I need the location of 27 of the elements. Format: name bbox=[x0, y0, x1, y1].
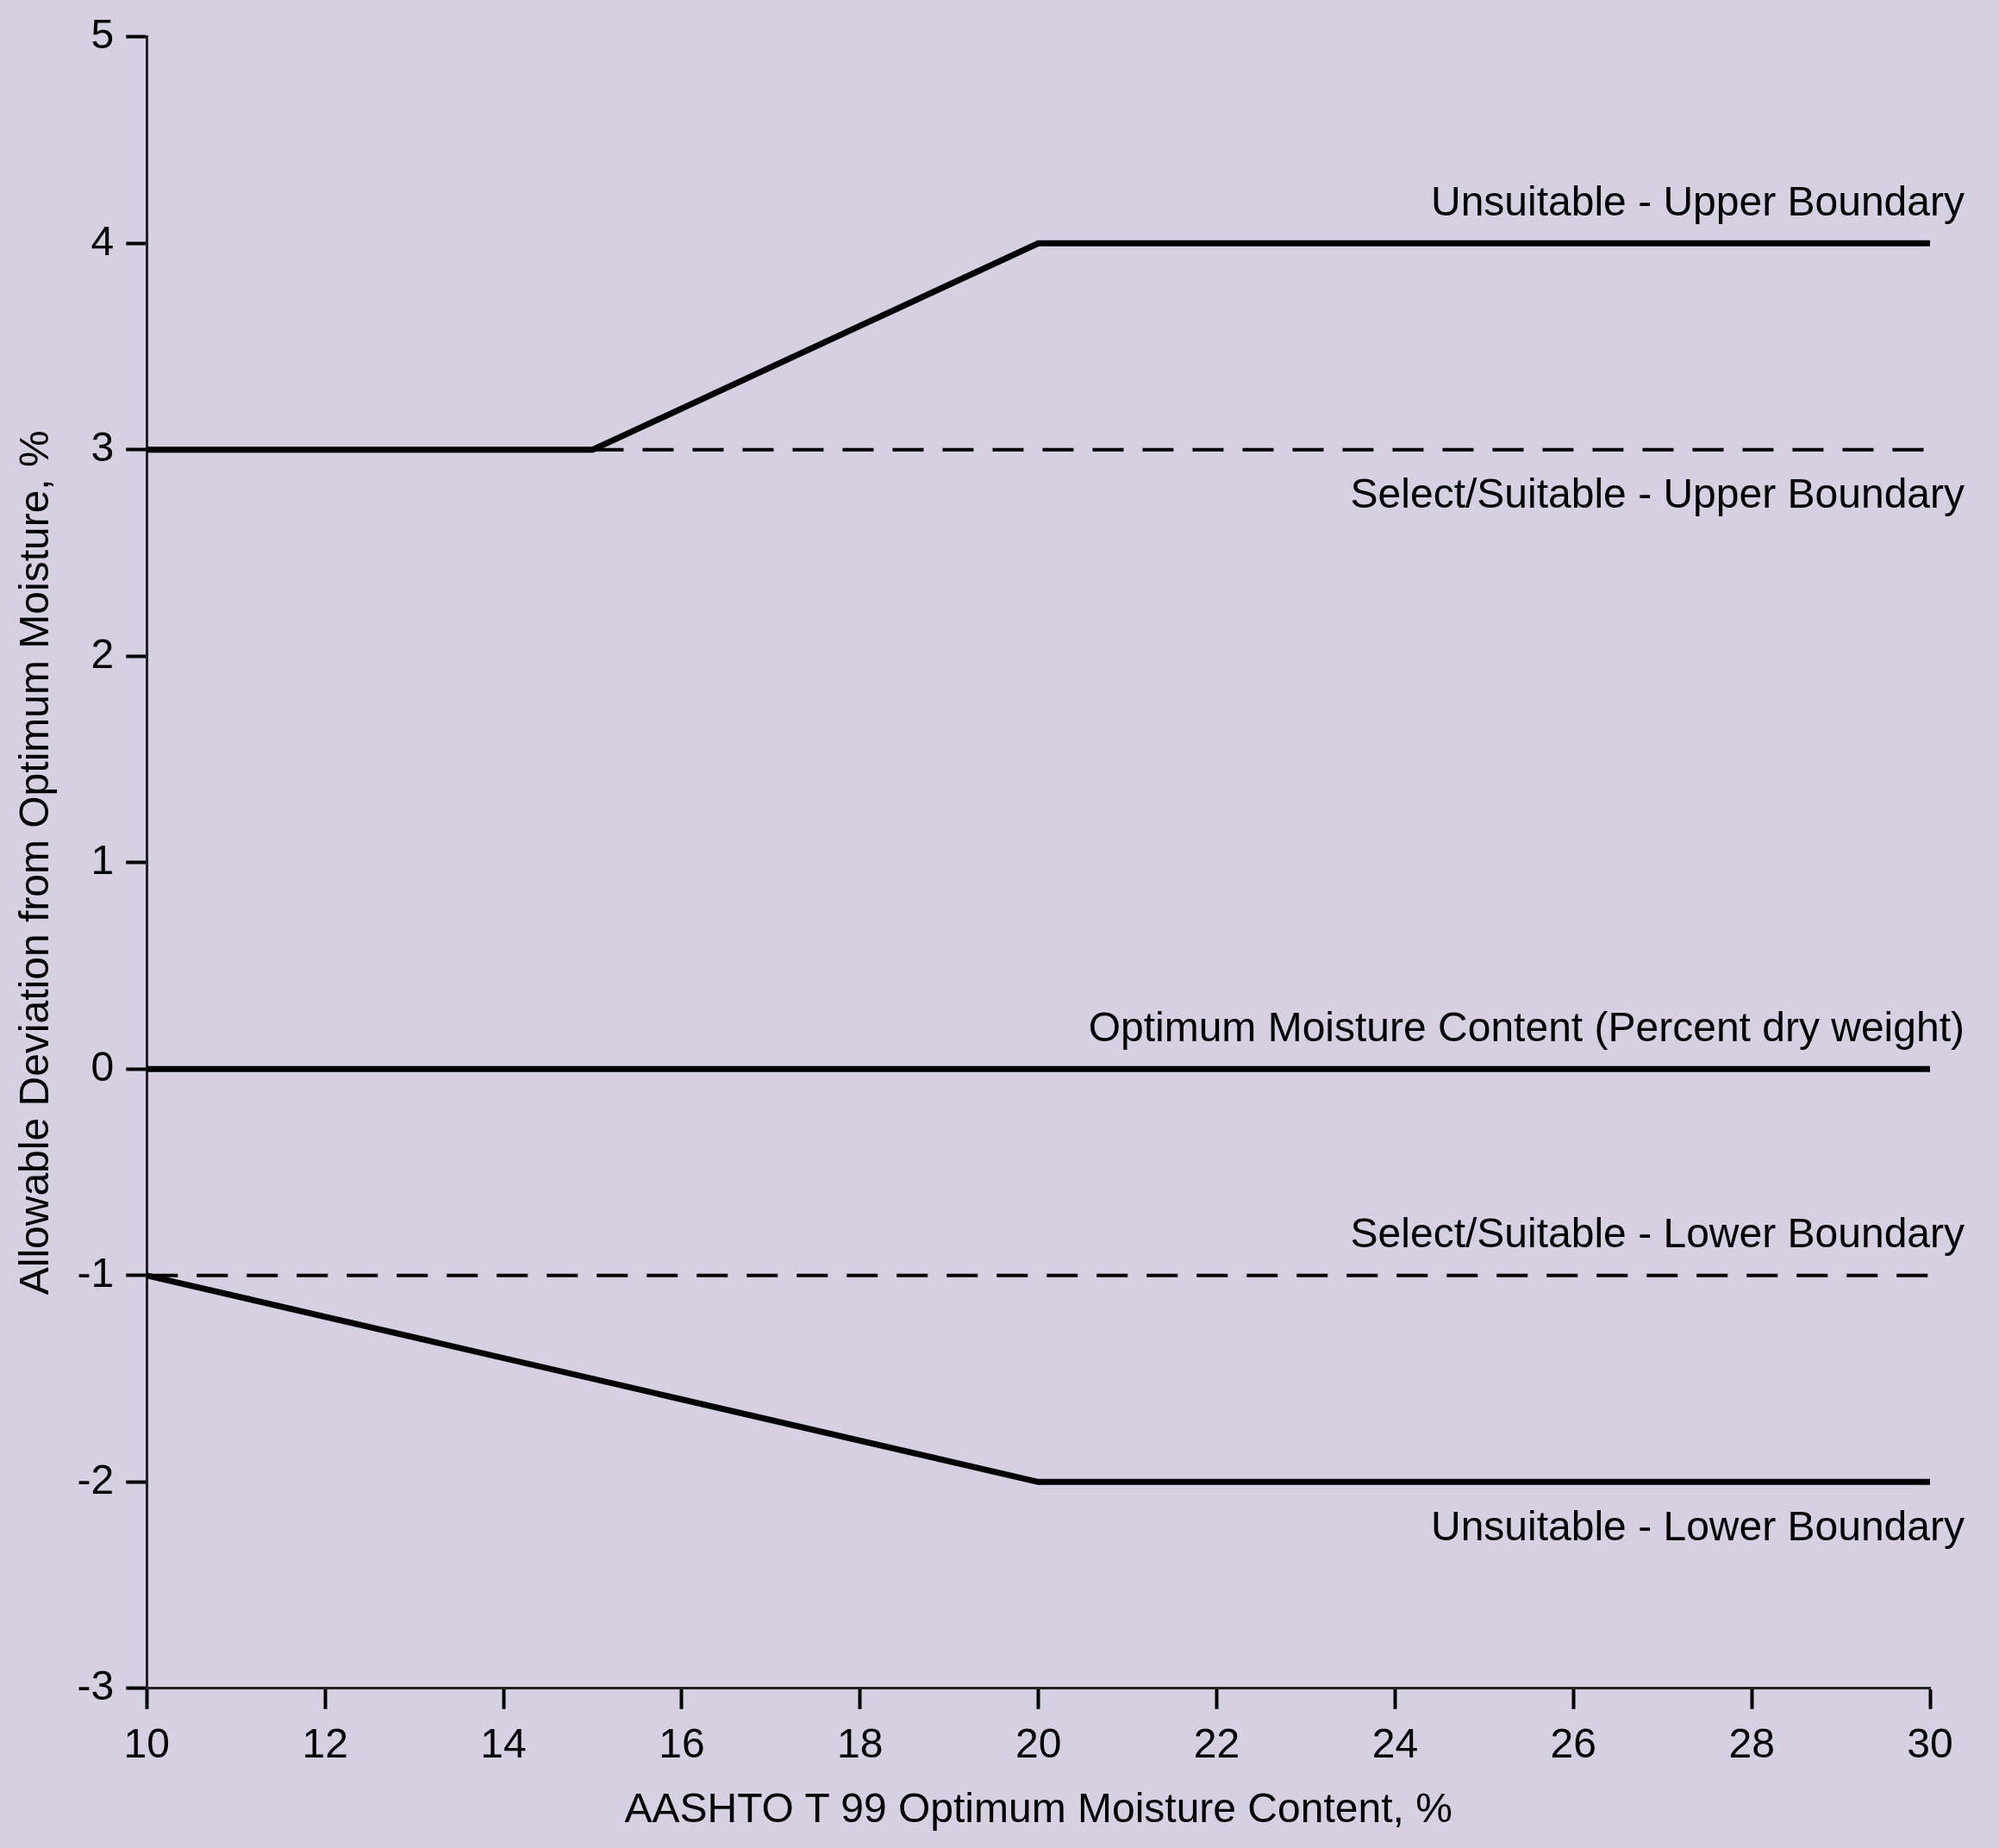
series-label: Select/Suitable - Upper Boundary bbox=[1350, 471, 1965, 517]
x-tick-label: 20 bbox=[1015, 1720, 1062, 1766]
x-tick-label: 14 bbox=[480, 1720, 527, 1766]
series-label: Optimum Moisture Content (Percent dry weight) bbox=[1088, 1003, 1965, 1050]
x-tick-label: 24 bbox=[1371, 1720, 1419, 1766]
y-tick-label: 1 bbox=[91, 837, 115, 883]
y-tick-label: 4 bbox=[91, 217, 115, 264]
x-tick-label: 12 bbox=[302, 1720, 348, 1766]
series-label: Unsuitable - Upper Boundary bbox=[1430, 178, 1965, 224]
x-tick-label: 28 bbox=[1728, 1720, 1775, 1766]
x-tick-label: 26 bbox=[1550, 1720, 1596, 1766]
y-tick-label: -2 bbox=[77, 1456, 115, 1502]
x-tick-label: 22 bbox=[1193, 1720, 1240, 1766]
y-tick-label: 3 bbox=[91, 424, 115, 471]
series-label: Unsuitable - Lower Boundary bbox=[1430, 1502, 1965, 1549]
x-tick-label: 30 bbox=[1907, 1720, 1953, 1766]
y-axis-title: Allowable Deviation from Optimum Moisture, % bbox=[11, 430, 58, 1295]
y-tick-label: 2 bbox=[91, 630, 115, 677]
y-tick-label: 0 bbox=[91, 1043, 115, 1089]
y-tick-label: -1 bbox=[77, 1250, 115, 1296]
series-label: Select/Suitable - Lower Boundary bbox=[1350, 1210, 1965, 1257]
y-tick-label: 5 bbox=[91, 11, 115, 58]
x-tick-label: 16 bbox=[659, 1720, 705, 1766]
y-tick-label: -3 bbox=[77, 1663, 115, 1709]
x-tick-label: 18 bbox=[837, 1720, 884, 1766]
x-tick-label: 10 bbox=[123, 1720, 170, 1766]
x-axis-title: AASHTO T 99 Optimum Moisture Content, % bbox=[624, 1785, 1452, 1832]
